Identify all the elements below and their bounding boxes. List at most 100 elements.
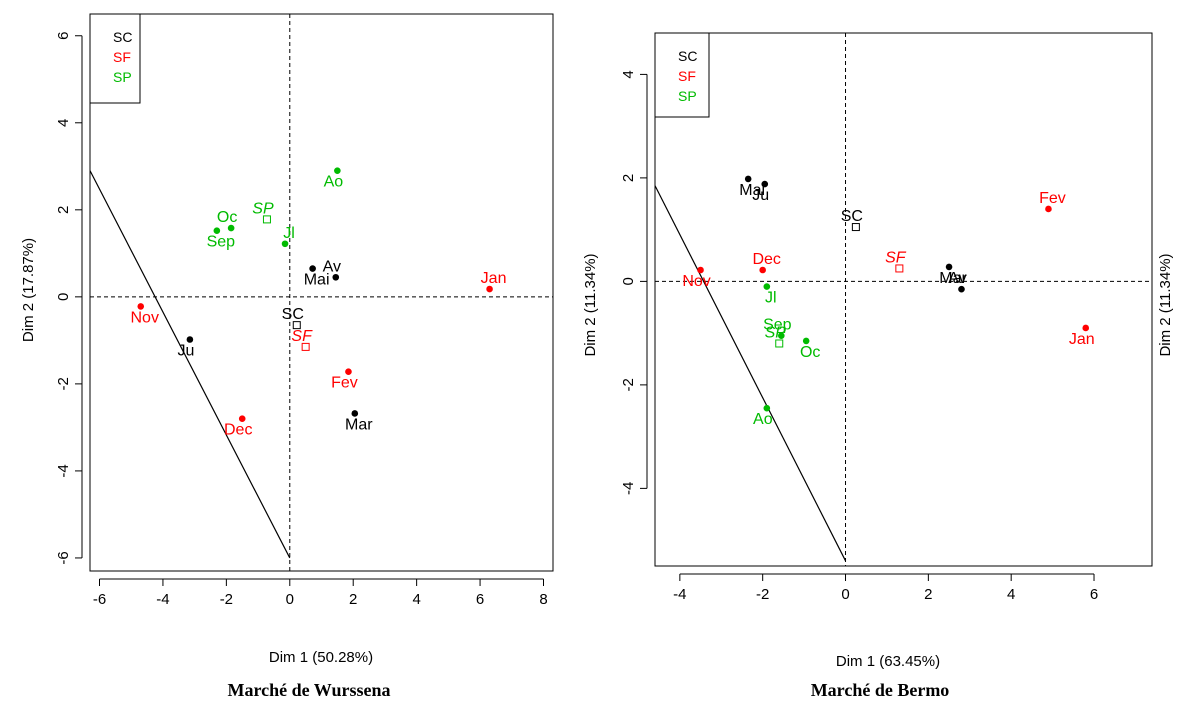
x-tick-label: 2: [924, 586, 932, 603]
point-label: Sep: [207, 234, 236, 251]
data-point: [697, 266, 704, 274]
data-point: [778, 332, 785, 340]
separator-line: [89, 170, 291, 559]
point-label: Av: [323, 258, 341, 275]
point-label: Oc: [217, 209, 237, 226]
chart-caption: Marché de Wurssena: [227, 680, 390, 700]
x-tick-label: -6: [93, 591, 106, 608]
point-label: Nov: [682, 273, 710, 290]
y-tick-label: 0: [620, 277, 637, 285]
y-tick-label: 0: [55, 293, 72, 301]
separator-line: [654, 185, 847, 562]
data-point: [137, 303, 145, 310]
data-point: [334, 167, 341, 174]
centroid-marker: [292, 321, 301, 330]
point-label: Jan: [1069, 331, 1095, 348]
data-point: [1045, 205, 1052, 213]
x-tick-label: 0: [841, 586, 849, 603]
y-axis-label: Dim 2 (11.34%): [582, 253, 599, 356]
data-point: [309, 265, 316, 272]
y-tick-label: 6: [55, 32, 72, 40]
x-tick-label: -4: [156, 591, 169, 608]
centroid-marker: [262, 215, 271, 224]
data-point: [761, 180, 769, 188]
centroid-marker: [851, 223, 860, 232]
data-point: [227, 224, 235, 232]
point-label: Dec: [752, 251, 780, 268]
data-point: [238, 415, 246, 422]
y-tick-label: -6: [55, 551, 72, 564]
legend-entry: SF: [113, 49, 131, 65]
centroid-marker: [301, 342, 310, 351]
point-label: Mai: [304, 272, 330, 289]
point-label: Ao: [324, 174, 344, 191]
chart-caption: Marché de Bermo: [811, 680, 950, 700]
y-tick-label: 4: [620, 70, 637, 78]
point-label: Dec: [224, 422, 252, 439]
data-point: [744, 175, 752, 183]
point-label: Fev: [1039, 190, 1066, 207]
point-label: Fev: [331, 375, 358, 392]
x-tick-label: -2: [756, 586, 769, 603]
data-point: [802, 337, 810, 345]
point-label: Ju: [752, 187, 769, 204]
data-point: [759, 266, 766, 274]
data-point: [345, 368, 352, 375]
y-tick-label: 4: [55, 119, 72, 127]
x-tick-label: 6: [1090, 586, 1098, 603]
x-tick-label: 4: [1007, 586, 1015, 603]
point-label: Av: [948, 270, 966, 287]
legend-box: [89, 13, 141, 104]
point-label: Oc: [800, 344, 820, 361]
centroid-label: SF: [885, 249, 907, 266]
legend-entry: SC: [113, 29, 132, 45]
legend-entry: SP: [678, 88, 697, 104]
y-axis-label-right: Dim 2 (11.34%): [1157, 253, 1174, 356]
data-point: [486, 285, 493, 293]
data-point: [332, 273, 340, 281]
y-tick-label: -4: [620, 482, 637, 495]
x-tick-label: -2: [220, 591, 233, 608]
point-label: Nov: [131, 309, 159, 326]
legend-entry: SP: [113, 69, 132, 85]
centroid-label: SC: [282, 306, 304, 323]
point-label: Jl: [765, 290, 777, 307]
y-tick-label: 2: [55, 206, 72, 214]
data-point: [763, 283, 771, 290]
legend-box: [654, 32, 710, 118]
centroid-label: SP: [765, 324, 787, 341]
point-label: Jl: [283, 225, 295, 242]
x-axis-label: Dim 1 (63.45%): [836, 653, 940, 670]
data-point: [945, 263, 953, 271]
x-axis-label: Dim 1 (50.28%): [269, 649, 373, 666]
point-label: Sep: [763, 317, 792, 334]
centroid-label: SP: [252, 200, 274, 217]
plot-frame: [89, 13, 554, 572]
legend-entry: SC: [678, 48, 697, 64]
centroid-marker: [895, 264, 904, 273]
chart-panel-wurssena: Dim 1 (50.28%) Dim 2 (17.87%) Marché de …: [20, 13, 554, 700]
point-label: Ju: [177, 342, 194, 359]
data-point: [186, 336, 194, 343]
data-point: [763, 404, 771, 412]
data-point: [213, 227, 221, 235]
point-label: Mai: [739, 182, 765, 199]
plot-frame: [654, 32, 1153, 567]
x-tick-label: 0: [286, 591, 294, 608]
legend-entry: SF: [678, 68, 696, 84]
x-tick-label: 8: [539, 591, 547, 608]
centroid-label: SC: [841, 208, 863, 225]
data-point: [351, 410, 359, 417]
data-point: [958, 285, 965, 293]
point-label: Mar: [939, 270, 967, 287]
chart-panel-bermo: Dim 1 (63.45%) Dim 2 (11.34%) Dim 2 (11.…: [582, 32, 1174, 700]
y-tick-label: -2: [620, 378, 637, 391]
data-point: [1082, 324, 1090, 332]
x-tick-label: 4: [412, 591, 420, 608]
point-label: Ao: [753, 411, 773, 428]
x-tick-label: 6: [476, 591, 484, 608]
centroid-label: SF: [291, 328, 313, 345]
data-point: [281, 240, 289, 248]
y-tick-label: -2: [55, 377, 72, 390]
